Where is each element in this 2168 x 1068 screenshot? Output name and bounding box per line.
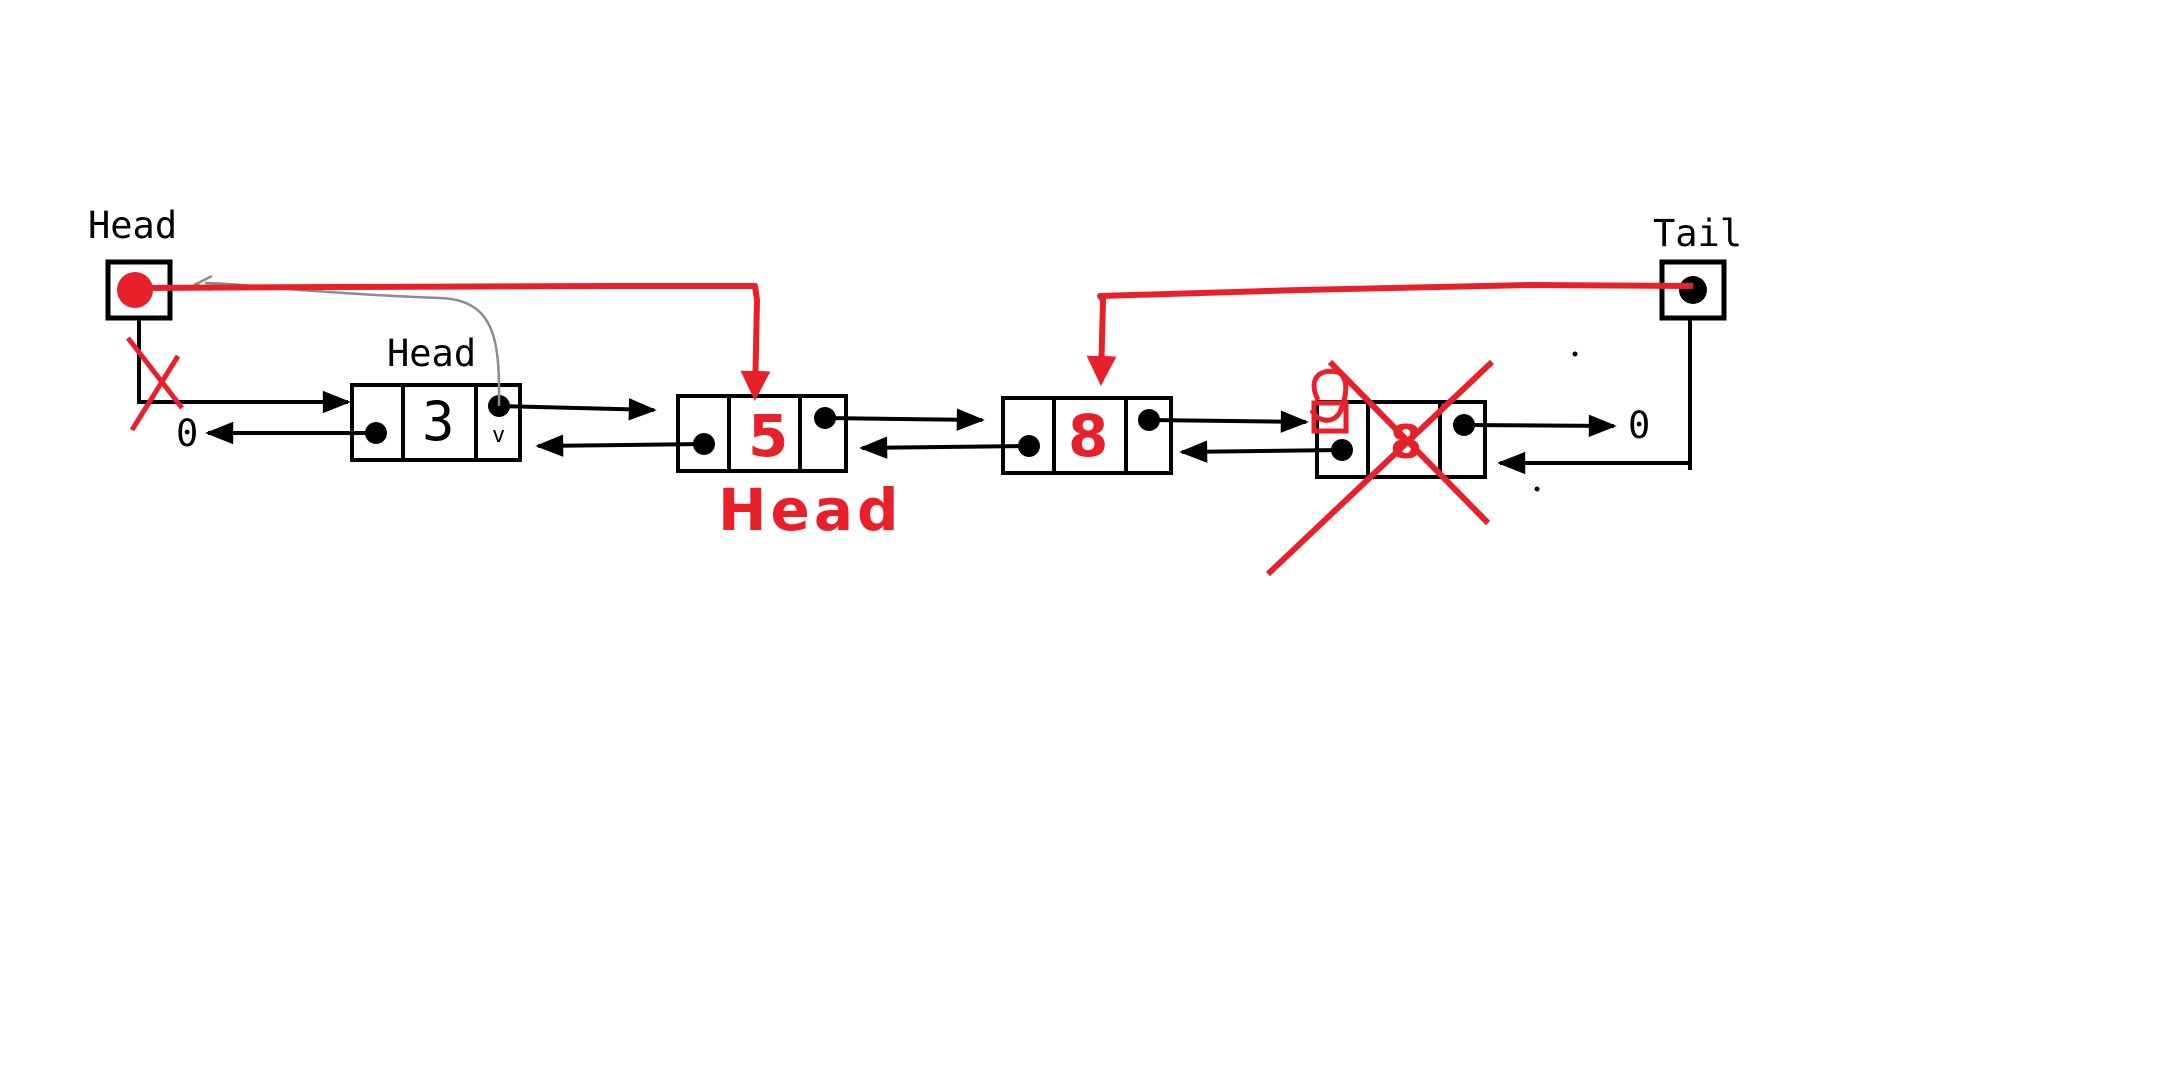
node-1-mark: v	[492, 423, 505, 448]
node4-cross-b	[1265, 359, 1495, 577]
head-redirect-link	[134, 283, 771, 401]
node-3-value: 8	[1068, 402, 1108, 470]
null-right: 0	[1628, 404, 1650, 447]
node-1-value: 3	[422, 390, 455, 453]
node-3: 8	[1001, 396, 1173, 475]
node4-cell-mark	[1311, 400, 1349, 434]
tail-to-node4-link	[1497, 318, 1692, 475]
node3-prev-link	[859, 436, 1030, 459]
stray-dot	[1534, 486, 1540, 492]
node-4: 8	[1315, 400, 1487, 479]
node3-next-link	[1148, 410, 1309, 433]
node2-prev-link	[535, 434, 705, 457]
head-link-cross-b	[129, 354, 181, 432]
head-link-cross-a	[126, 336, 184, 410]
node-1: 3 v	[350, 383, 522, 462]
head-pointer-label: Head	[88, 204, 177, 247]
null-left: 0	[176, 412, 198, 455]
stray-dot	[1572, 351, 1578, 357]
node4-prev-link	[1179, 440, 1343, 463]
tail-redirect-link	[1086, 282, 1694, 386]
node-2: 5	[676, 394, 848, 473]
node2-next-link	[824, 408, 985, 431]
tail-pointer-dot	[1679, 276, 1707, 304]
node1-next-link	[498, 398, 657, 421]
tail-pointer-box	[1659, 259, 1727, 321]
tail-pointer-label: Tail	[1653, 212, 1742, 255]
head-pointer-dot	[117, 272, 153, 308]
node4-next-link	[1463, 414, 1617, 438]
node4-scribble	[1309, 368, 1349, 423]
new-head-label: Head	[718, 476, 903, 544]
node-1-head-label: Head	[387, 332, 476, 375]
node-2-value: 5	[748, 402, 788, 470]
head-to-node1-link	[137, 318, 351, 414]
